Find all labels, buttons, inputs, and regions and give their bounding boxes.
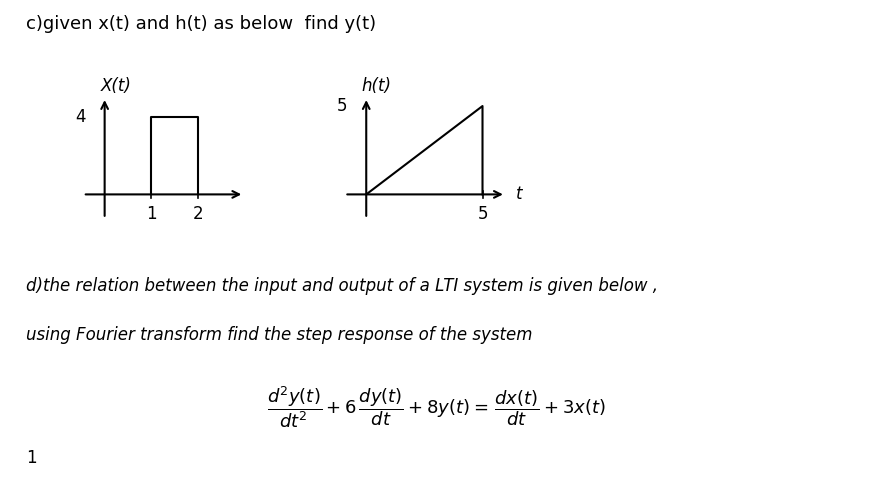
- Text: 2: 2: [193, 205, 203, 223]
- Text: 5: 5: [337, 97, 347, 115]
- Text: h(t): h(t): [362, 77, 392, 95]
- Text: d)the relation between the input and output of a LTI system is given below ,: d)the relation between the input and out…: [26, 277, 658, 295]
- Text: $\dfrac{d^2y(t)}{dt^2} + 6\,\dfrac{dy(t)}{dt} + 8y(t) =\,\dfrac{dx(t)}{dt} + 3x(: $\dfrac{d^2y(t)}{dt^2} + 6\,\dfrac{dy(t)…: [267, 384, 605, 430]
- Text: using Fourier transform find the step response of the system: using Fourier transform find the step re…: [26, 326, 533, 344]
- Text: X(t): X(t): [100, 77, 131, 95]
- Text: c)given x(t) and h(t) as below  find y(t): c)given x(t) and h(t) as below find y(t): [26, 15, 377, 33]
- Text: 1: 1: [146, 205, 156, 223]
- Text: 5: 5: [477, 205, 487, 223]
- Text: 1: 1: [26, 449, 37, 467]
- Text: 4: 4: [75, 107, 85, 126]
- Text: t: t: [516, 185, 522, 204]
